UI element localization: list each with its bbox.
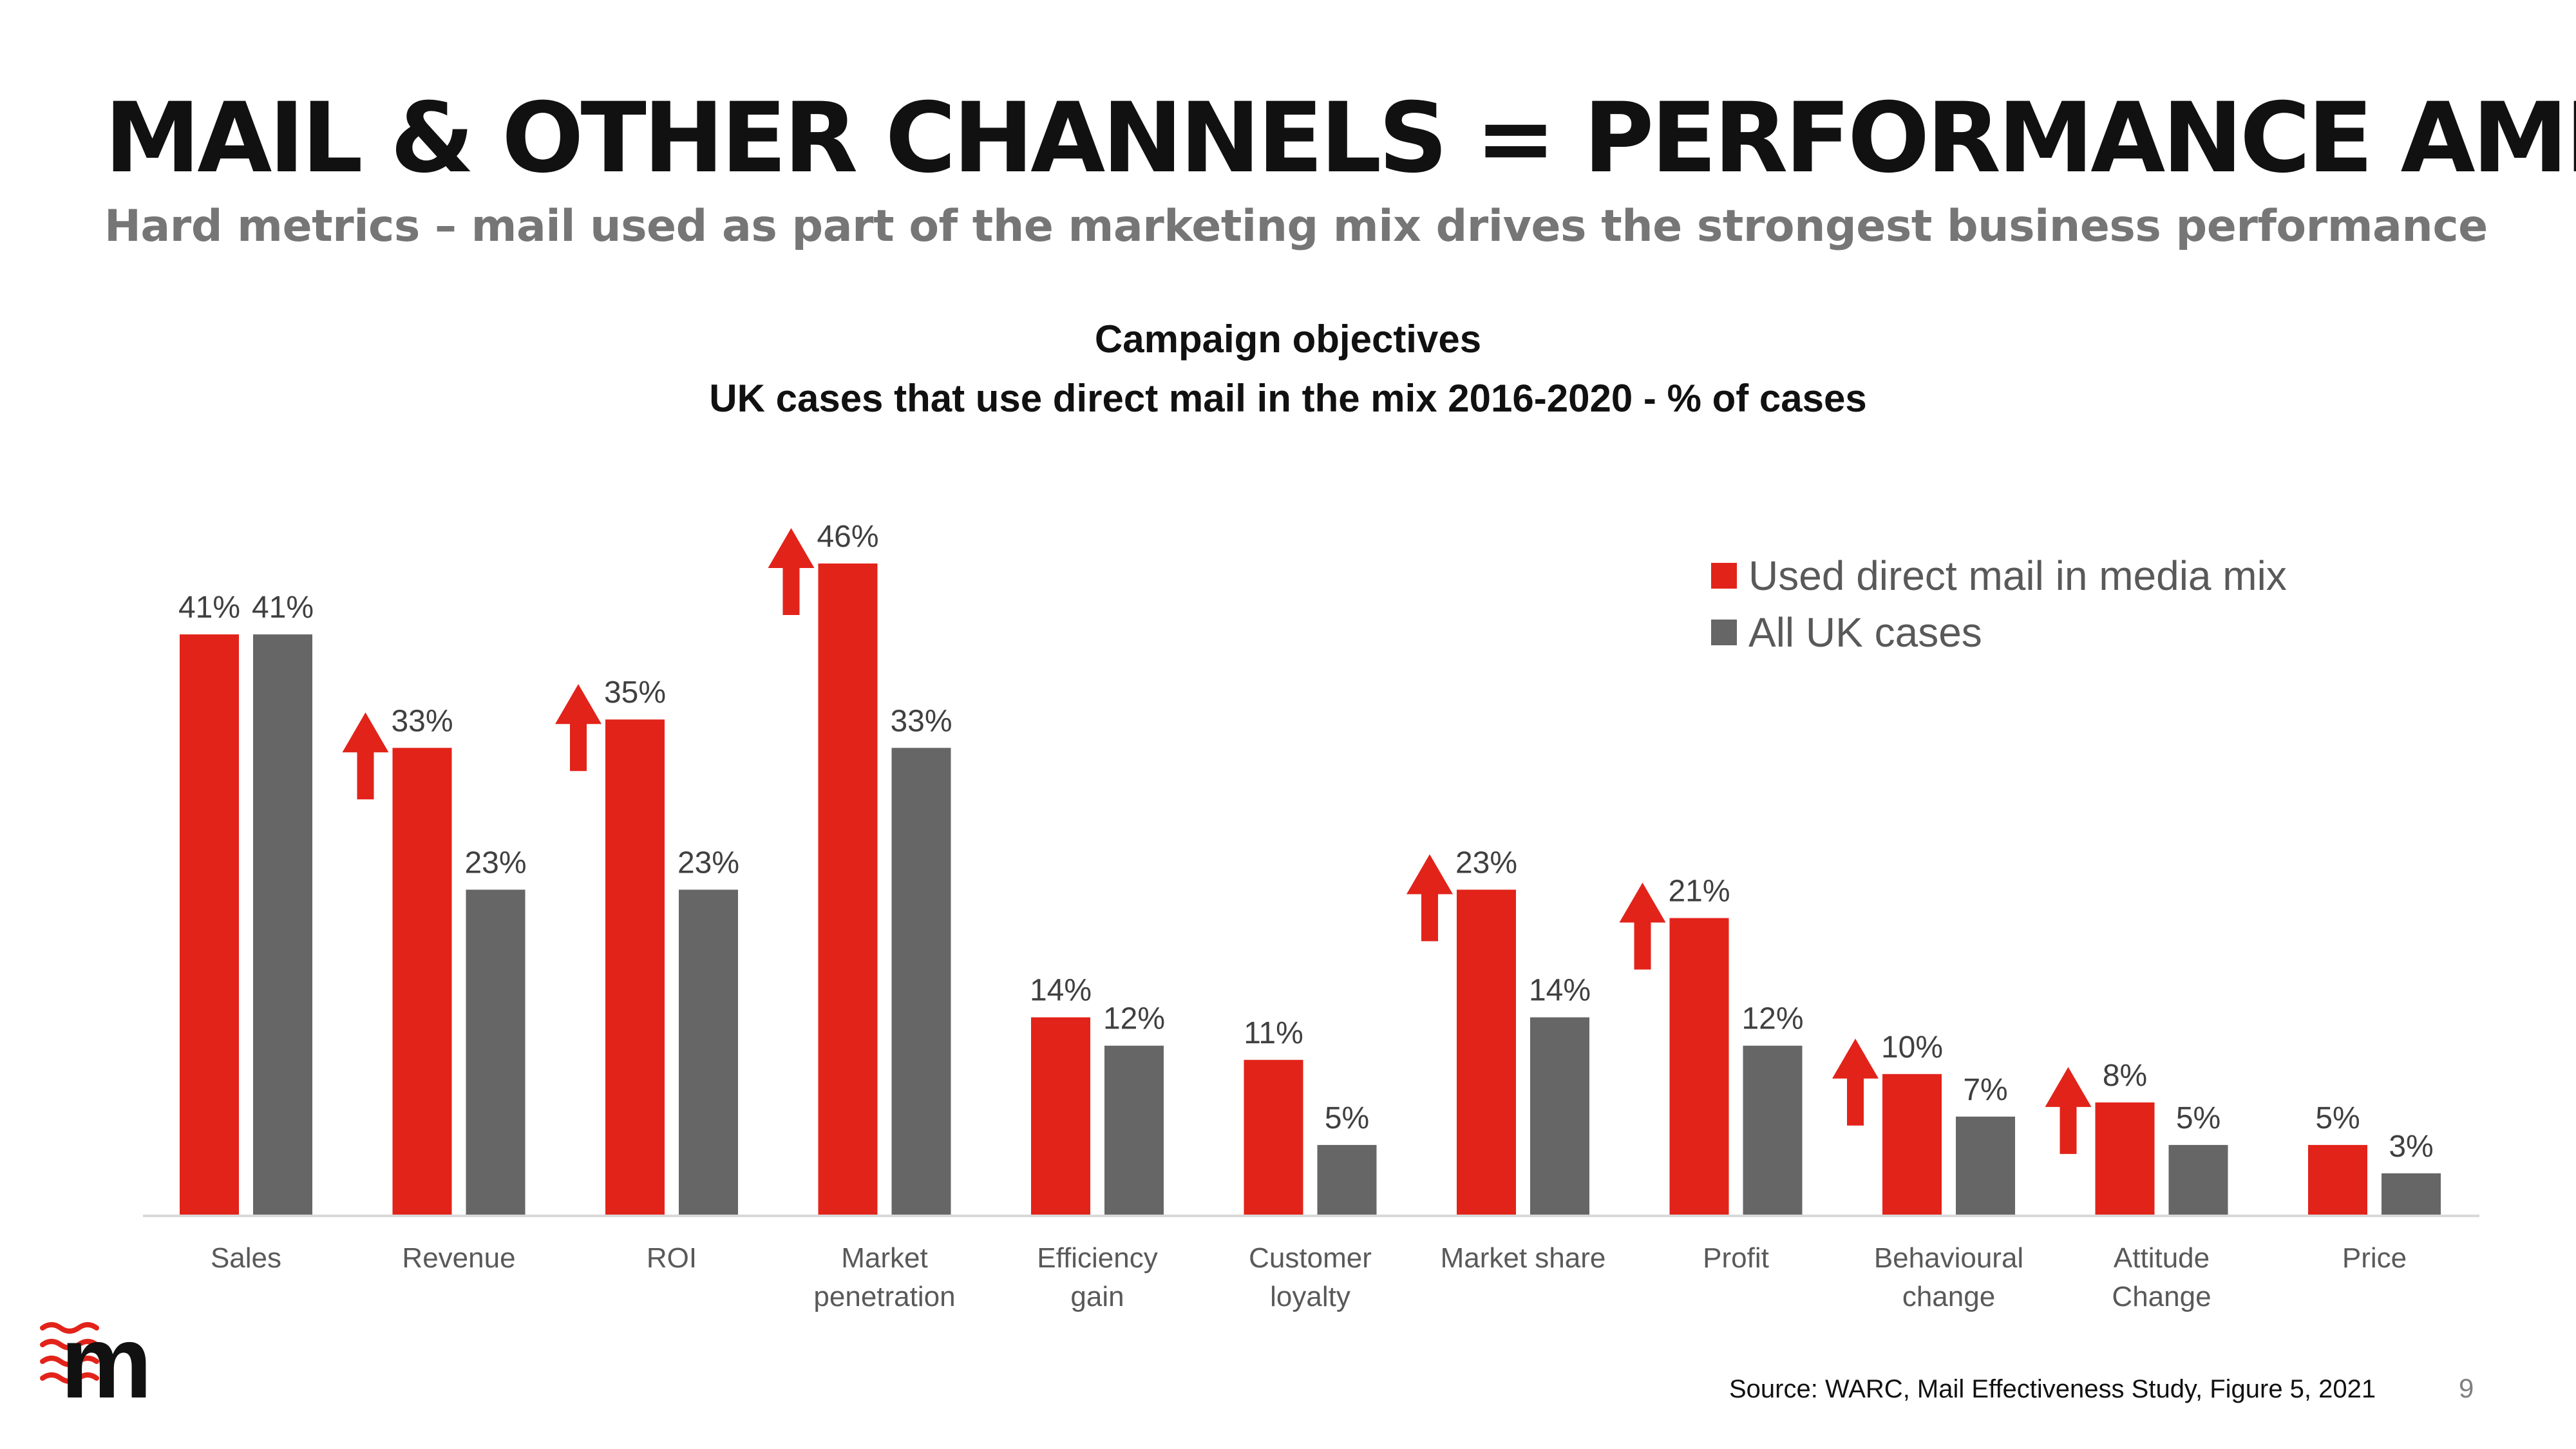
bar-all-uk (2168, 1144, 2228, 1216)
legend-label: Used direct mail in media mix (1748, 553, 2287, 599)
bar-direct-mail (818, 564, 878, 1216)
source-note: Source: WARC, Mail Effectiveness Study, … (1729, 1375, 2376, 1403)
data-label-direct-mail: 5% (2315, 1101, 2360, 1135)
logo-letter: m (61, 1304, 152, 1419)
up-arrow-icon (1406, 854, 1453, 942)
category-label: Market penetration (813, 1242, 955, 1312)
page-number: 9 (2459, 1373, 2474, 1403)
data-label-all-uk: 23% (677, 846, 739, 880)
bar-direct-mail (180, 634, 239, 1216)
legend-label: All UK cases (1748, 609, 1982, 656)
data-label-all-uk: 5% (1325, 1101, 1369, 1135)
bar-direct-mail (1457, 889, 1516, 1216)
category-label: Attitude Change (2112, 1242, 2211, 1312)
category-label-line: Customer (1249, 1242, 1372, 1274)
data-label-all-uk: 7% (1963, 1073, 2007, 1107)
mail-waves-icon (40, 1322, 99, 1384)
chart-title: Campaign objectives (1094, 317, 1482, 361)
bar-all-uk (2382, 1173, 2441, 1216)
category-label: Sales (211, 1242, 281, 1274)
legend-swatch (1711, 620, 1737, 645)
bar-direct-mail (2095, 1102, 2155, 1216)
data-label-all-uk: 3% (2389, 1130, 2433, 1164)
data-label-all-uk: 14% (1529, 974, 1591, 1008)
up-arrow-icon (555, 684, 601, 772)
chart-subtitle: UK cases that use direct mail in the mix… (709, 377, 1867, 420)
up-arrow-icon (768, 528, 815, 615)
legend: Used direct mail in media mix All UK case… (1711, 553, 2287, 656)
category-label: Revenue (402, 1242, 515, 1274)
category-label-line: Attitude (2114, 1242, 2210, 1274)
category-label: Price (2342, 1242, 2407, 1274)
bar-all-uk (891, 748, 951, 1216)
category-label-line: Price (2342, 1242, 2407, 1274)
data-label-direct-mail: 33% (391, 704, 453, 738)
data-label-direct-mail: 11% (1244, 1016, 1303, 1050)
category-label-line: Behavioural (1874, 1242, 2023, 1274)
bar-direct-mail (1669, 918, 1729, 1216)
bar-all-uk (466, 889, 526, 1216)
category-label-line: ROI (647, 1242, 697, 1274)
category-label-line: Efficiency (1037, 1242, 1158, 1274)
category-label-line: Sales (211, 1242, 281, 1274)
up-arrow-icon (1832, 1038, 1879, 1126)
data-label-direct-mail: 46% (817, 520, 878, 554)
category-label: Profit (1703, 1242, 1769, 1274)
category-label: Market share (1441, 1242, 1606, 1274)
data-label-direct-mail: 14% (1030, 974, 1092, 1008)
category-label-line: Profit (1703, 1242, 1769, 1274)
bar-direct-mail (392, 748, 452, 1216)
bar-all-uk (1104, 1045, 1164, 1216)
bar-all-uk (1530, 1017, 1589, 1216)
bar-all-uk (1743, 1045, 1803, 1216)
data-labels: 41% 41% 33% 23% 35% 23% 46% 33% 14% 12% 11% 5% 23% 14… (178, 520, 2434, 1164)
bar-direct-mail (1031, 1017, 1090, 1216)
bar-all-uk (1956, 1116, 2015, 1216)
bar-direct-mail (605, 719, 665, 1216)
data-label-all-uk: 33% (890, 704, 952, 738)
category-label-line: gain (1070, 1281, 1124, 1312)
category-label: Customer loyalty (1249, 1242, 1372, 1312)
royal-mail-logo: m (40, 1304, 152, 1419)
data-label-direct-mail: 35% (604, 676, 666, 710)
data-label-direct-mail: 21% (1668, 875, 1730, 909)
bar-direct-mail (1882, 1074, 1942, 1216)
category-label-line: penetration (813, 1281, 955, 1312)
up-arrow-icon (1619, 882, 1666, 970)
data-label-direct-mail: 41% (178, 591, 240, 625)
category-label-line: loyalty (1270, 1281, 1350, 1312)
uplift-arrows (342, 528, 2092, 1154)
category-label: ROI (647, 1242, 697, 1274)
data-label-all-uk: 12% (1103, 1002, 1165, 1036)
page-subtitle: Hard metrics – mail used as part of the … (104, 201, 2488, 252)
bar-all-uk (679, 889, 738, 1216)
category-label-line: change (1902, 1281, 1995, 1312)
legend-swatch (1711, 563, 1737, 589)
data-label-direct-mail: 8% (2103, 1059, 2147, 1093)
category-label-line: Market share (1441, 1242, 1606, 1274)
data-label-all-uk: 12% (1741, 1002, 1803, 1036)
up-arrow-icon (2045, 1066, 2092, 1154)
data-label-all-uk: 5% (2176, 1101, 2221, 1135)
bar-all-uk (253, 634, 312, 1216)
category-label-line: Market (841, 1242, 927, 1274)
category-label-line: Change (2112, 1281, 2211, 1312)
bar-all-uk (1317, 1144, 1377, 1216)
category-label-line: Revenue (402, 1242, 515, 1274)
category-labels: Sales Revenue ROI Market penetration Efficien… (211, 1242, 2407, 1312)
data-label-all-uk: 23% (464, 846, 526, 880)
up-arrow-icon (342, 712, 389, 800)
bar-direct-mail (1244, 1059, 1303, 1216)
page-title: MAIL & OTHER CHANNELS = PERFORMANCE AMPL… (104, 82, 2576, 194)
bars-layer (180, 564, 2441, 1216)
category-label: Behavioural change (1874, 1242, 2023, 1312)
data-label-direct-mail: 10% (1881, 1030, 1943, 1065)
data-label-direct-mail: 23% (1455, 846, 1517, 880)
bar-direct-mail (2308, 1144, 2367, 1216)
data-label-all-uk: 41% (252, 591, 314, 625)
category-label: Efficiency gain (1037, 1242, 1158, 1312)
